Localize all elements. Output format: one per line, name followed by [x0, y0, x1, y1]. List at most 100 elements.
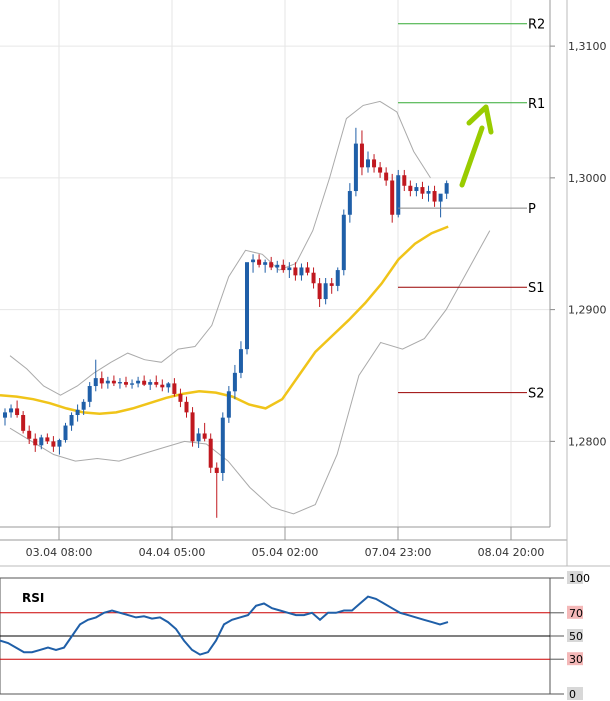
candle-down	[257, 259, 262, 265]
candle-up	[87, 386, 92, 402]
candle-up	[341, 214, 346, 271]
annotation-arrow-shaft	[459, 125, 485, 188]
level-label-s2: S2	[528, 387, 545, 402]
candle-down	[21, 415, 26, 431]
candle-down	[402, 175, 407, 186]
candle-down	[33, 438, 38, 446]
candle-down	[378, 167, 383, 173]
candle-up	[366, 159, 370, 168]
candle-down	[408, 185, 413, 192]
rsi-tick-box	[567, 605, 583, 619]
candle-up	[414, 187, 419, 192]
candle-down	[154, 382, 159, 385]
candle-up	[166, 383, 171, 388]
candle-down	[269, 262, 274, 268]
rsi-tick-box	[567, 629, 583, 642]
candle-down	[390, 180, 395, 215]
y-tick-label: 1,2900	[568, 304, 607, 317]
y-tick-label: 1,2800	[568, 435, 607, 448]
rsi-tick-box	[567, 652, 583, 666]
candle-up	[323, 283, 328, 300]
candle-up	[299, 267, 304, 276]
level-label-s1: S1	[528, 281, 545, 296]
candle-up	[347, 191, 352, 215]
candle-up	[3, 412, 7, 418]
candle-up	[148, 382, 153, 385]
candle-down	[178, 393, 183, 402]
level-label-r2: R2	[528, 18, 545, 33]
candle-up	[335, 270, 340, 286]
x-tick-label: 03.04 08:00	[26, 546, 93, 559]
rsi-title: RSI	[22, 591, 44, 605]
bollinger-upper-band	[9, 100, 431, 396]
rsi-tick-label: 70	[569, 607, 583, 620]
candle-down	[305, 267, 310, 273]
rsi-tick-box	[567, 571, 583, 584]
candle-down	[420, 187, 425, 194]
candle-up	[426, 191, 431, 194]
candle-up	[9, 408, 14, 413]
x-tick-label: 05.04 02:00	[252, 546, 319, 559]
x-tick-label: 04.04 05:00	[139, 546, 206, 559]
candle-up	[105, 380, 110, 384]
rsi-series-line	[0, 595, 449, 656]
candle-down	[317, 283, 322, 300]
moving-average-line	[0, 225, 449, 415]
candle-down	[359, 143, 364, 168]
candle-up	[238, 349, 243, 373]
candle-up	[196, 433, 201, 442]
candle-down	[51, 441, 56, 447]
candle-down	[329, 283, 334, 286]
candle-down	[372, 159, 377, 168]
annotation-arrow-head	[466, 104, 494, 135]
candle-up	[75, 409, 80, 416]
candle-down	[432, 191, 437, 202]
candle-up	[130, 383, 135, 385]
level-label-r1: R1	[528, 97, 545, 112]
candle-up	[353, 143, 358, 192]
candle-down	[99, 378, 104, 384]
candle-up	[396, 175, 401, 215]
candle-down	[281, 264, 286, 271]
candle-up	[275, 264, 280, 268]
candle-down	[45, 437, 50, 442]
x-tick-label: 08.04 20:00	[478, 546, 545, 559]
candle-up	[232, 372, 237, 392]
candle-down	[202, 433, 207, 439]
candle-down	[27, 430, 32, 439]
candle-down	[142, 380, 147, 385]
candle-down	[384, 172, 389, 181]
bollinger-lower-band	[9, 230, 491, 515]
candle-down	[190, 412, 195, 442]
candle-up	[220, 417, 225, 473]
candle-down	[111, 380, 116, 384]
candle-up	[69, 415, 74, 426]
rsi-tick-box	[567, 687, 583, 700]
rsi-tick-label: 30	[569, 653, 583, 666]
candle-up	[226, 391, 231, 418]
candle-up	[444, 183, 449, 194]
candle-down	[160, 384, 165, 388]
candle-up	[263, 262, 268, 265]
candle-up	[63, 425, 68, 441]
rsi-tick-label: 0	[569, 688, 576, 701]
candle-up	[39, 437, 44, 446]
candle-down	[184, 401, 189, 413]
level-label-p: P	[528, 202, 536, 217]
candle-up	[57, 440, 62, 447]
candle-up	[245, 262, 249, 350]
candle-up	[117, 382, 122, 384]
candle-down	[293, 267, 298, 276]
y-tick-label: 1,3000	[568, 172, 607, 185]
x-tick-label: 07.04 23:00	[365, 546, 432, 559]
candle-up	[438, 193, 443, 202]
candle-up	[81, 401, 86, 410]
candle-up	[287, 267, 292, 271]
candle-down	[172, 383, 177, 394]
candle-down	[214, 467, 219, 473]
price-plot-area	[0, 0, 550, 527]
candle-down	[124, 382, 128, 385]
candle-down	[15, 408, 20, 416]
candle-up	[251, 259, 256, 263]
